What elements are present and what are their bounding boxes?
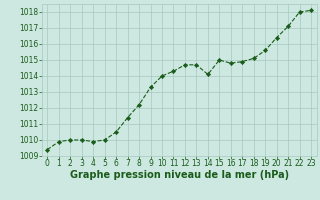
- X-axis label: Graphe pression niveau de la mer (hPa): Graphe pression niveau de la mer (hPa): [70, 170, 289, 180]
